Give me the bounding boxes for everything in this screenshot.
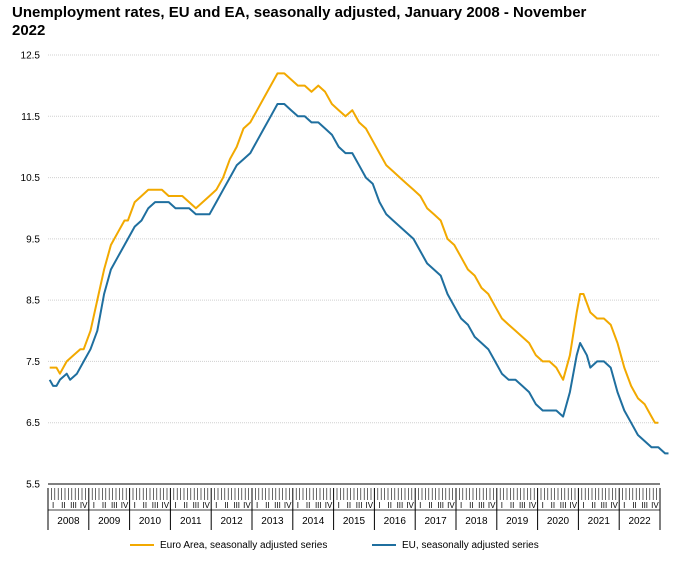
legend-label: EU, seasonally adjusted series xyxy=(402,540,539,551)
quarter-tick-label: I xyxy=(501,501,503,510)
quarter-tick-label: IV xyxy=(610,501,618,510)
quarter-tick-label: I xyxy=(582,501,584,510)
y-tick-label: 11.5 xyxy=(21,112,40,123)
y-tick-label: 6.5 xyxy=(26,418,40,429)
chart-title: Unemployment rates, EU and EA, seasonall… xyxy=(12,4,587,39)
y-tick-label: 10.5 xyxy=(21,173,41,184)
quarter-tick-label: II xyxy=(183,501,187,510)
quarter-tick-label: I xyxy=(460,501,462,510)
quarter-tick-label: III xyxy=(641,501,648,510)
quarter-tick-label: IV xyxy=(80,501,88,510)
quarter-tick-label: I xyxy=(215,501,217,510)
quarter-tick-label: I xyxy=(93,501,95,510)
year-tick-label: 2018 xyxy=(465,516,488,527)
quarter-tick-label: IV xyxy=(162,501,170,510)
legend: Euro Area, seasonally adjusted series EU,… xyxy=(130,540,539,551)
series-lines xyxy=(48,72,669,455)
quarter-tick-label: III xyxy=(356,501,363,510)
y-tick-label: 5.5 xyxy=(26,480,40,491)
quarter-tick-label: II xyxy=(61,501,65,510)
quarter-tick-label: III xyxy=(315,501,322,510)
quarter-tick-label: II xyxy=(143,501,147,510)
quarter-tick-label: IV xyxy=(121,501,129,510)
quarter-tick-label: II xyxy=(265,501,269,510)
quarter-tick-label: II xyxy=(551,501,555,510)
year-tick-label: 2015 xyxy=(343,516,366,527)
y-tick-label: 8.5 xyxy=(26,296,40,307)
legend-label: Euro Area, seasonally adjusted series xyxy=(160,540,327,551)
year-tick-label: 2011 xyxy=(180,516,202,527)
quarter-tick-label: I xyxy=(623,501,625,510)
quarter-tick-label: IV xyxy=(243,501,251,510)
quarter-tick-label: I xyxy=(256,501,258,510)
year-tick-label: 2019 xyxy=(506,516,529,527)
quarter-tick-label: IV xyxy=(325,501,333,510)
series-line-euro-area xyxy=(49,72,659,424)
y-tick-label: 12.5 xyxy=(21,51,41,62)
year-tick-label: 2013 xyxy=(261,516,284,527)
year-tick-label: 2014 xyxy=(302,516,325,527)
quarter-tick-label: III xyxy=(478,501,485,510)
year-tick-label: 2010 xyxy=(139,516,162,527)
quarter-tick-label: III xyxy=(397,501,404,510)
quarter-tick-label: III xyxy=(193,501,200,510)
quarter-tick-label: III xyxy=(519,501,526,510)
quarter-tick-label: II xyxy=(428,501,432,510)
quarter-tick-label: IV xyxy=(570,501,578,510)
quarter-tick-label: II xyxy=(510,501,514,510)
quarter-tick-label: IV xyxy=(651,501,659,510)
quarter-tick-label: III xyxy=(560,501,567,510)
quarter-tick-label: II xyxy=(224,501,228,510)
quarter-tick-label: IV xyxy=(366,501,374,510)
year-tick-label: 2016 xyxy=(384,516,407,527)
quarter-tick-label: III xyxy=(601,501,608,510)
quarter-tick-label: I xyxy=(378,501,380,510)
y-tick-label: 7.5 xyxy=(26,357,40,368)
quarter-tick-label: I xyxy=(174,501,176,510)
quarter-tick-label: III xyxy=(152,501,159,510)
quarter-tick-label: III xyxy=(233,501,240,510)
quarter-tick-label: III xyxy=(437,501,444,510)
quarter-tick-label: I xyxy=(419,501,421,510)
quarter-tick-label: IV xyxy=(202,501,210,510)
quarter-tick-label: IV xyxy=(488,501,496,510)
year-tick-label: 2020 xyxy=(547,516,570,527)
quarter-tick-label: IV xyxy=(447,501,455,510)
year-tick-label: 2012 xyxy=(220,516,243,527)
quarter-tick-label: IV xyxy=(529,501,537,510)
year-tick-label: 2017 xyxy=(424,516,447,527)
quarter-tick-label: I xyxy=(52,501,54,510)
quarter-tick-label: II xyxy=(469,501,473,510)
series-line-eu xyxy=(48,103,669,455)
quarter-tick-label: II xyxy=(591,501,595,510)
year-tick-label: 2008 xyxy=(57,516,80,527)
quarter-tick-label: III xyxy=(111,501,118,510)
quarter-tick-label: III xyxy=(70,501,77,510)
quarter-tick-label: I xyxy=(134,501,136,510)
quarter-tick-label: II xyxy=(347,501,351,510)
year-tick-label: 2021 xyxy=(588,516,611,527)
quarter-tick-label: II xyxy=(306,501,310,510)
quarter-tick-label: IV xyxy=(284,501,292,510)
quarter-tick-label: II xyxy=(632,501,636,510)
y-axis-tick-labels: 5.5 6.5 7.5 8.5 9.5 10.5 11.5 12.5 xyxy=(21,51,41,491)
year-tick-label: 2022 xyxy=(628,516,651,527)
quarter-tick-label: IV xyxy=(406,501,414,510)
quarter-tick-label: III xyxy=(274,501,281,510)
quarter-tick-label: I xyxy=(338,501,340,510)
y-tick-label: 9.5 xyxy=(26,234,40,245)
quarter-tick-label: I xyxy=(297,501,299,510)
gridlines xyxy=(48,54,660,485)
quarter-tick-label: I xyxy=(542,501,544,510)
quarter-tick-label: II xyxy=(102,501,106,510)
year-tick-label: 2009 xyxy=(98,516,121,527)
quarter-tick-label: II xyxy=(387,501,391,510)
